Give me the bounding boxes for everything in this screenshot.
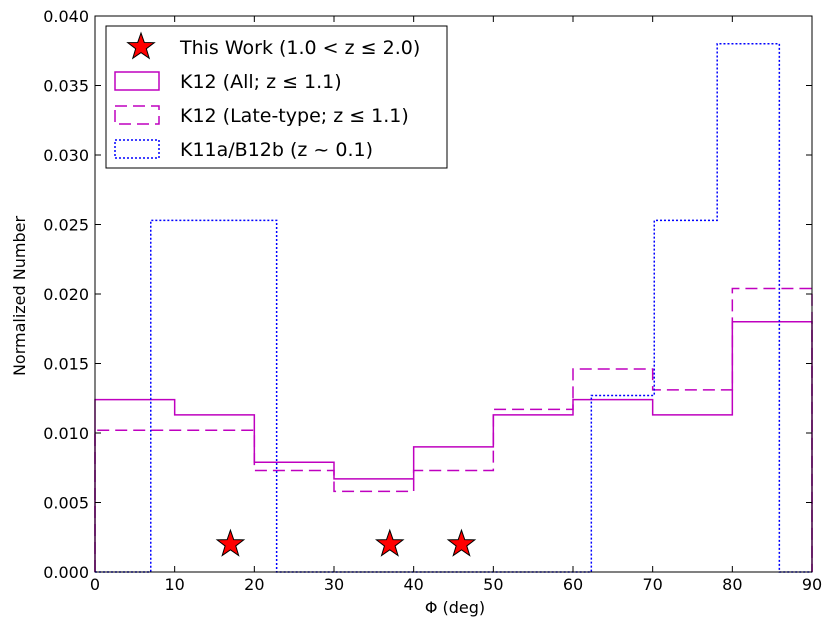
marker-layer (215, 528, 477, 557)
y-tick-label: 0.000 (43, 563, 89, 582)
x-axis-label: Φ (deg) (425, 598, 485, 617)
y-tick-label: 0.040 (43, 7, 89, 26)
legend-label-1: K12 (All; z ≤ 1.1) (180, 71, 342, 93)
y-tick-label: 0.015 (43, 355, 89, 374)
x-tick-label: 0 (90, 575, 100, 594)
series-1-step-line (94, 321, 813, 572)
x-tick-label: 60 (563, 575, 583, 594)
x-tick-label: 40 (403, 575, 423, 594)
x-tick-label: 20 (244, 575, 264, 594)
legend-star-marker (126, 31, 156, 60)
star-point-1 (375, 528, 405, 557)
y-tick-label: 0.005 (43, 494, 89, 513)
y-tick-label: 0.025 (43, 216, 89, 235)
series-3-step-line (95, 43, 812, 573)
legend: This Work (1.0 < z ≤ 2.0) K12 (All; z ≤ 1… (105, 25, 448, 169)
y-tick-label: 0.035 (43, 77, 89, 96)
star-point-0 (215, 528, 246, 557)
y-tick-label: 0.010 (43, 424, 89, 443)
x-tick-label: 80 (722, 575, 742, 594)
legend-box (105, 25, 448, 169)
legend-label-2: K12 (Late-type; z ≤ 1.1) (180, 105, 409, 127)
tick-layer: 0 10 20 30 40 50 60 70 80 90 0.000 0.005 0.010 0.015 0… (43, 7, 822, 594)
y-axis-label: Normalized Number (10, 216, 29, 377)
legend-label-3: K11a/B12b (z ~ 0.1) (180, 139, 373, 161)
star-point-2 (446, 528, 477, 557)
series-2-step-line (94, 287, 813, 572)
legend-swatch-3 (114, 139, 160, 159)
y-tick-label: 0.030 (43, 146, 89, 165)
series-layer (94, 43, 813, 573)
legend-label-0: This Work (1.0 < z ≤ 2.0) (179, 37, 420, 59)
legend-swatch-2 (114, 105, 160, 125)
legend-swatch-1 (114, 71, 160, 91)
x-tick-label: 50 (483, 575, 503, 594)
x-tick-label: 30 (324, 575, 344, 594)
x-tick-label: 70 (642, 575, 662, 594)
x-tick-label: 90 (802, 575, 822, 594)
x-tick-label: 10 (164, 575, 184, 594)
y-tick-label: 0.020 (43, 285, 89, 304)
